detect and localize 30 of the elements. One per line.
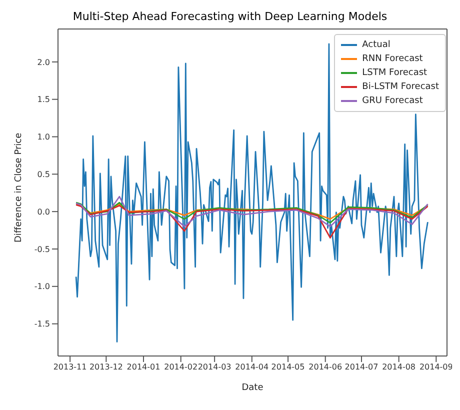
- x-tick-label: 2014-04: [235, 362, 269, 372]
- line-series: [75, 204, 428, 238]
- x-tick-label: 2014-03: [198, 362, 232, 372]
- y-axis-title: Difference in Close Price: [14, 132, 24, 242]
- legend-label: Bi-LSTM Forecast: [362, 81, 439, 94]
- legend-label: LSTM Forecast: [362, 67, 428, 80]
- y-tick-label: -0.5: [34, 244, 50, 254]
- x-tick-label: 2014-05: [271, 362, 305, 372]
- legend-label: Actual: [362, 39, 390, 52]
- x-tick-label: 2013-11: [53, 362, 87, 372]
- x-tick-label: 2013-12: [89, 362, 123, 372]
- y-tick-label: 1.0: [37, 132, 50, 142]
- chart-title: Multi-Step Ahead Forecasting with Deep Learning Models: [72, 10, 388, 23]
- line-series: [75, 196, 428, 228]
- line-series: [75, 202, 428, 224]
- x-tick-label: 2014-02: [164, 362, 198, 372]
- x-tick-label: 2014-06: [308, 362, 342, 372]
- legend-label: RNN Forecast: [362, 53, 423, 66]
- y-tick-label: 0.0: [37, 207, 50, 216]
- x-axis-title: Date: [242, 383, 264, 393]
- y-tick-label: 1.5: [37, 95, 50, 104]
- y-tick-label: -1.5: [34, 320, 50, 329]
- x-tick-label: 2014-09: [419, 362, 453, 372]
- x-tick-label: 2014-07: [344, 362, 378, 372]
- y-tick-label: 2.0: [37, 58, 50, 67]
- x-tick-label: 2014-01: [126, 362, 160, 372]
- legend-label: GRU Forecast: [362, 95, 423, 108]
- y-tick-label: 0.5: [37, 170, 50, 180]
- x-tick-label: 2014-08: [382, 362, 416, 372]
- y-tick-label: -1.0: [34, 282, 50, 292]
